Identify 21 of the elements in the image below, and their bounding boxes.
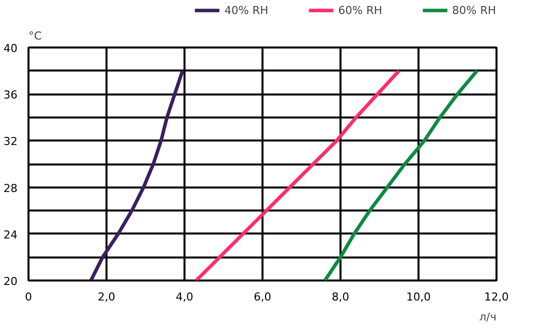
line-series <box>194 69 401 280</box>
y-tick-label: 32 <box>4 135 18 148</box>
x-tick-label: 6,0 <box>254 290 272 304</box>
y-tick-label: 36 <box>4 88 18 102</box>
y-axis-title: °C <box>28 30 42 42</box>
y-tick-label: 20 <box>4 275 18 288</box>
x-tick-label: 2,0 <box>98 290 116 304</box>
y-tick-label: 24 <box>4 228 18 242</box>
line-series <box>89 69 184 280</box>
y-tick-label: 28 <box>4 182 18 195</box>
x-tick-label: 8,0 <box>332 290 350 304</box>
legend-label: 40% RH <box>224 4 268 16</box>
legend-label: 80% RH <box>452 4 496 16</box>
x-tick-label: 12,0 <box>484 290 509 304</box>
y-tick-label: 40 <box>4 42 18 55</box>
x-tick-label: 4,0 <box>176 290 194 304</box>
x-tick-label: 0 <box>25 290 32 304</box>
x-axis-title: л/ч <box>479 310 497 324</box>
x-tick-label: 10,0 <box>406 290 431 304</box>
line-series <box>323 69 479 280</box>
legend-label: 60% RH <box>338 4 382 16</box>
